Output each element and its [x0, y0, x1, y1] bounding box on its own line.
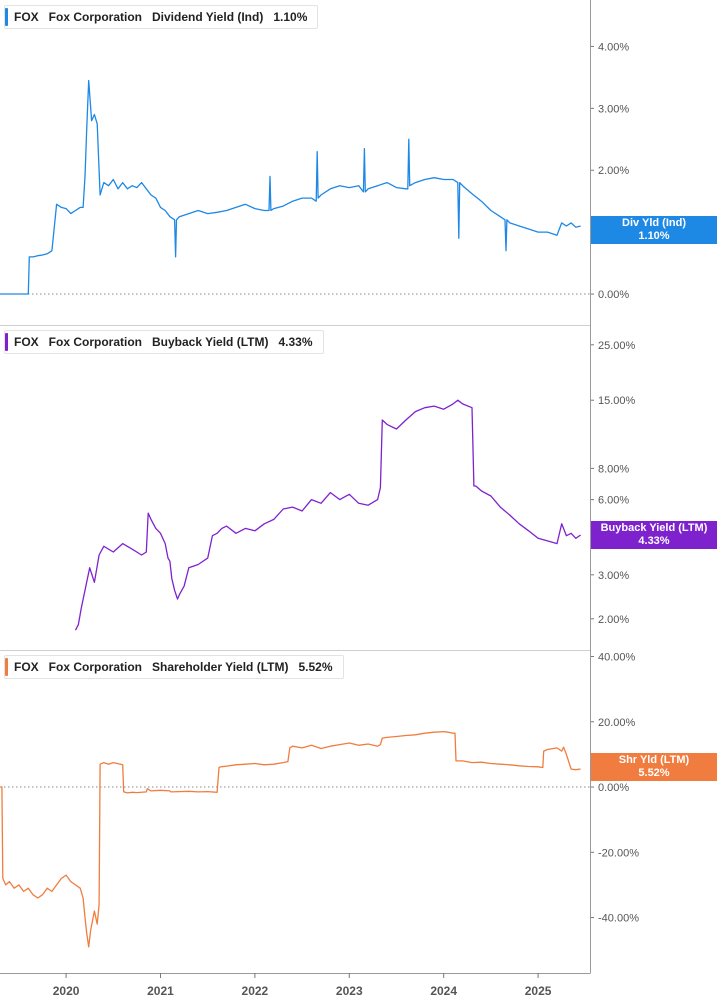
value-tag-dividend-yield: Div Yld (Ind) 1.10%: [591, 216, 717, 244]
y-tick-label: 4.00%: [598, 41, 629, 53]
legend-company: Fox Corporation: [48, 335, 142, 349]
y-tick-label: 2.00%: [598, 614, 629, 626]
x-tick-label: 2023: [336, 984, 363, 998]
legend-dividend-yield: FOX Fox Corporation Dividend Yield (Ind)…: [4, 5, 319, 29]
legend-metric: Dividend Yield (Ind): [152, 10, 264, 24]
y-tick-label: 3.00%: [598, 103, 629, 115]
legend-ticker: FOX: [14, 10, 39, 24]
y-tick-label: 25.00%: [598, 340, 636, 352]
y-tick-label: 0.00%: [598, 289, 629, 301]
tag-label: Div Yld (Ind): [622, 217, 686, 229]
tag-value: 4.33%: [638, 535, 670, 547]
x-tick-label: 2025: [525, 984, 552, 998]
legend-metric: Buyback Yield (LTM): [152, 335, 269, 349]
y-tick-label: 0.00%: [598, 782, 629, 794]
y-tick-label: -40.00%: [598, 913, 639, 925]
legend-value: 4.33%: [278, 335, 313, 349]
legend-buyback-yield: FOX Fox Corporation Buyback Yield (LTM) …: [4, 330, 324, 354]
tag-label: Buyback Yield (LTM): [600, 522, 708, 534]
y-tick-label: 20.00%: [598, 717, 636, 729]
value-tag-buyback-yield: Buyback Yield (LTM) 4.33%: [591, 521, 717, 549]
series-line: [0, 730, 581, 948]
x-tick-label: 2021: [147, 984, 174, 998]
y-tick-label: 15.00%: [598, 395, 636, 407]
x-tick-label: 2020: [53, 984, 80, 998]
y-tick-label: 8.00%: [598, 463, 629, 475]
tag-value: 5.52%: [638, 767, 670, 779]
y-tick-label: -20.00%: [598, 847, 639, 859]
legend-shareholder-yield: FOX Fox Corporation Shareholder Yield (L…: [4, 655, 344, 679]
tag-value: 1.10%: [638, 230, 670, 242]
legend-value: 5.52%: [298, 660, 333, 674]
legend-swatch: [5, 333, 8, 351]
legend-swatch: [5, 8, 8, 26]
y-tick-label: 40.00%: [598, 652, 636, 664]
y-tick-label: 3.00%: [598, 570, 629, 582]
legend-metric: Shareholder Yield (LTM): [152, 660, 289, 674]
y-tick-label: 6.00%: [598, 495, 629, 507]
value-tag-shareholder-yield: Shr Yld (LTM) 5.52%: [591, 753, 717, 781]
legend-swatch: [5, 658, 8, 676]
x-tick-label: 2022: [242, 984, 269, 998]
legend-ticker: FOX: [14, 335, 39, 349]
series-line: [74, 399, 581, 631]
legend-value: 1.10%: [273, 10, 308, 24]
legend-company: Fox Corporation: [48, 10, 142, 24]
y-tick-label: 2.00%: [598, 165, 629, 177]
x-tick-label: 2024: [430, 984, 457, 998]
tag-label: Shr Yld (LTM): [618, 754, 690, 766]
series-line: [0, 79, 581, 295]
legend-company: Fox Corporation: [48, 660, 142, 674]
legend-ticker: FOX: [14, 660, 39, 674]
